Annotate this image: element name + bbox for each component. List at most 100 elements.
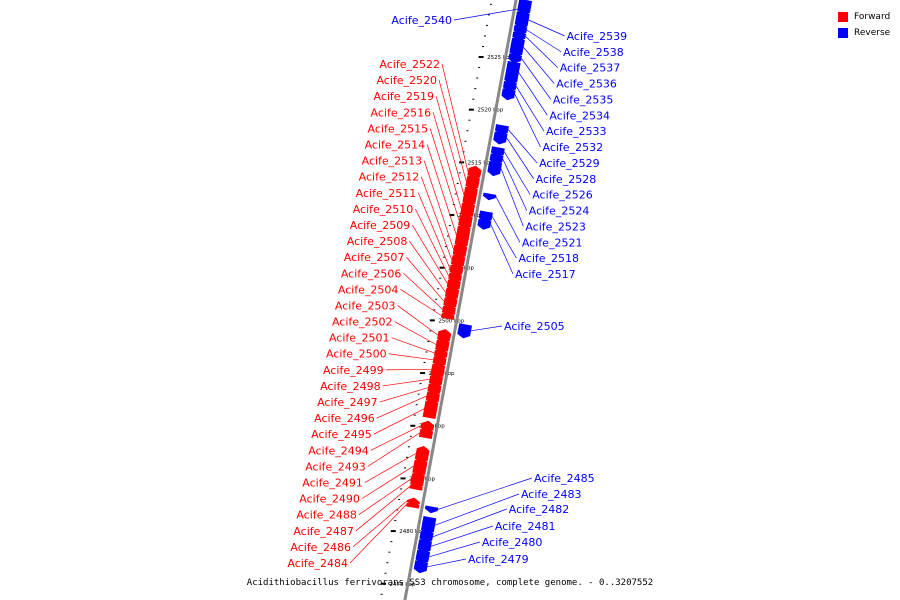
gene-glyph-acife_2487[interactable] <box>409 482 423 491</box>
gene-glyph-acife_2498[interactable] <box>428 373 443 386</box>
gene-label-acife_2528[interactable]: Acife_2528 <box>536 173 597 186</box>
gene-glyph-acife_2511[interactable] <box>449 262 464 275</box>
gene-label-acife_2518[interactable]: Acife_2518 <box>518 252 579 265</box>
gene-glyph-acife_2522[interactable] <box>467 165 482 178</box>
gene-glyph-acife_2482[interactable] <box>419 530 434 543</box>
gene-glyph-acife_2496[interactable] <box>425 390 440 403</box>
gene-glyph-acife_2515[interactable] <box>458 213 473 228</box>
gene-glyph-acife_2506[interactable] <box>441 303 456 315</box>
gene-label-acife_2532[interactable]: Acife_2532 <box>543 141 604 154</box>
gene-glyph-acife_2514[interactable] <box>454 223 471 247</box>
gene-glyph-acife_2495[interactable] <box>422 398 439 419</box>
gene-glyph-acife_2517[interactable] <box>477 218 492 230</box>
gene-glyph-acife_2480[interactable] <box>415 549 431 564</box>
gene-label-acife_2513[interactable]: Acife_2513 <box>362 155 423 168</box>
gene-label-acife_2520[interactable]: Acife_2520 <box>376 74 437 87</box>
gene-label-acife_2510[interactable]: Acife_2510 <box>353 203 414 216</box>
gene-label-acife_2503[interactable]: Acife_2503 <box>335 299 396 312</box>
gene-glyph-acife_2499[interactable] <box>430 361 446 377</box>
gene-label-acife_2516[interactable]: Acife_2516 <box>371 106 432 119</box>
gene-label-acife_2480[interactable]: Acife_2480 <box>482 536 543 549</box>
gene-glyph-acife_2512[interactable] <box>450 253 466 267</box>
gene-glyph-acife_2490[interactable] <box>412 457 428 475</box>
gene-label-acife_2497[interactable]: Acife_2497 <box>317 396 378 409</box>
gene-label-acife_2482[interactable]: Acife_2482 <box>509 503 570 516</box>
gene-glyph-acife_2505[interactable] <box>457 323 472 339</box>
gene-label-acife_2501[interactable]: Acife_2501 <box>329 332 390 345</box>
gene-glyph-acife_2536[interactable] <box>509 37 525 58</box>
gene-glyph-acife_2501[interactable] <box>433 348 448 358</box>
gene-glyph-acife_2488[interactable] <box>410 471 425 487</box>
gene-glyph-acife_2504[interactable] <box>441 311 455 320</box>
gene-label-acife_2536[interactable]: Acife_2536 <box>556 78 617 91</box>
gene-label-acife_2483[interactable]: Acife_2483 <box>521 488 582 501</box>
gene-glyph-acife_2528[interactable] <box>493 131 508 145</box>
gene-glyph-acife_2502[interactable] <box>435 337 450 352</box>
gene-label-acife_2498[interactable]: Acife_2498 <box>320 380 381 393</box>
gene-glyph-acife_2500[interactable] <box>432 354 447 366</box>
gene-glyph-acife_2483[interactable] <box>421 516 437 535</box>
gene-label-acife_2538[interactable]: Acife_2538 <box>563 46 624 59</box>
gene-label-acife_2515[interactable]: Acife_2515 <box>368 122 429 135</box>
gene-label-acife_2493[interactable]: Acife_2493 <box>305 460 366 473</box>
gene-label-acife_2484[interactable]: Acife_2484 <box>287 557 348 570</box>
gene-label-acife_2491[interactable]: Acife_2491 <box>302 477 363 490</box>
gene-label-acife_2517[interactable]: Acife_2517 <box>515 268 576 281</box>
gene-glyph-acife_2493[interactable] <box>418 427 434 439</box>
gene-label-acife_2485[interactable]: Acife_2485 <box>534 472 595 485</box>
gene-label-acife_2522[interactable]: Acife_2522 <box>379 58 440 71</box>
gene-glyph-acife_2520[interactable] <box>465 174 480 189</box>
gene-label-acife_2488[interactable]: Acife_2488 <box>296 509 357 522</box>
gene-glyph-acife_2507[interactable] <box>443 295 458 308</box>
gene-glyph-acife_2509[interactable] <box>446 277 461 290</box>
gene-label-acife_2533[interactable]: Acife_2533 <box>546 125 607 138</box>
gene-label-acife_2479[interactable]: Acife_2479 <box>468 553 529 566</box>
gene-label-acife_2506[interactable]: Acife_2506 <box>341 267 402 280</box>
gene-glyph-acife_2485[interactable] <box>424 505 439 514</box>
gene-glyph-acife_2535[interactable] <box>508 53 522 64</box>
gene-label-acife_2496[interactable]: Acife_2496 <box>314 412 375 425</box>
gene-label-acife_2537[interactable]: Acife_2537 <box>560 62 621 75</box>
gene-label-acife_2481[interactable]: Acife_2481 <box>495 520 556 533</box>
gene-label-acife_2499[interactable]: Acife_2499 <box>323 364 384 377</box>
gene-glyph-acife_2479[interactable] <box>413 560 429 574</box>
gene-glyph-acife_2532[interactable] <box>501 88 516 101</box>
gene-label-acife_2511[interactable]: Acife_2511 <box>356 187 417 200</box>
gene-label-acife_2507[interactable]: Acife_2507 <box>344 251 405 264</box>
gene-label-acife_2495[interactable]: Acife_2495 <box>311 428 372 441</box>
gene-glyph-acife_2521[interactable] <box>482 192 497 201</box>
gene-label-acife_2526[interactable]: Acife_2526 <box>532 189 593 202</box>
gene-glyph-acife_2508[interactable] <box>444 285 460 299</box>
gene-label-acife_2534[interactable]: Acife_2534 <box>549 109 610 122</box>
gene-label-acife_2521[interactable]: Acife_2521 <box>522 236 583 249</box>
gene-label-acife_2508[interactable]: Acife_2508 <box>347 235 408 248</box>
gene-glyph-acife_2518[interactable] <box>478 210 493 223</box>
gene-glyph-acife_2497[interactable] <box>427 381 442 394</box>
gene-glyph-acife_2503[interactable] <box>437 329 452 342</box>
gene-label-acife_2524[interactable]: Acife_2524 <box>529 205 590 218</box>
gene-label-acife_2519[interactable]: Acife_2519 <box>373 90 434 103</box>
gene-label-acife_2486[interactable]: Acife_2486 <box>290 541 351 554</box>
gene-glyph-acife_2539[interactable] <box>514 11 530 29</box>
gene-label-acife_2505[interactable]: Acife_2505 <box>504 320 565 333</box>
gene-label-acife_2523[interactable]: Acife_2523 <box>525 220 586 233</box>
gene-glyph-acife_2516[interactable] <box>460 200 475 217</box>
gene-label-acife_2490[interactable]: Acife_2490 <box>299 493 360 506</box>
gene-glyph-acife_2491[interactable] <box>414 446 430 462</box>
gene-glyph-acife_2481[interactable] <box>417 539 433 554</box>
gene-glyph-acife_2540[interactable] <box>517 0 533 15</box>
gene-label-acife_2539[interactable]: Acife_2539 <box>567 30 628 43</box>
gene-label-acife_2509[interactable]: Acife_2509 <box>350 219 411 232</box>
gene-glyph-acife_2513[interactable] <box>452 242 468 257</box>
gene-label-acife_2494[interactable]: Acife_2494 <box>308 444 369 457</box>
gene-label-acife_2535[interactable]: Acife_2535 <box>553 93 614 106</box>
gene-label-acife_2540[interactable]: Acife_2540 <box>391 14 452 27</box>
gene-label-acife_2512[interactable]: Acife_2512 <box>359 171 420 184</box>
gene-label-acife_2502[interactable]: Acife_2502 <box>332 316 393 329</box>
gene-label-acife_2487[interactable]: Acife_2487 <box>293 525 354 538</box>
gene-glyph-acife_2523[interactable] <box>487 161 503 177</box>
gene-label-acife_2529[interactable]: Acife_2529 <box>539 157 600 170</box>
gene-label-acife_2500[interactable]: Acife_2500 <box>326 348 387 361</box>
gene-glyph-acife_2534[interactable] <box>504 60 521 85</box>
gene-glyph-acife_2519[interactable] <box>462 184 478 205</box>
